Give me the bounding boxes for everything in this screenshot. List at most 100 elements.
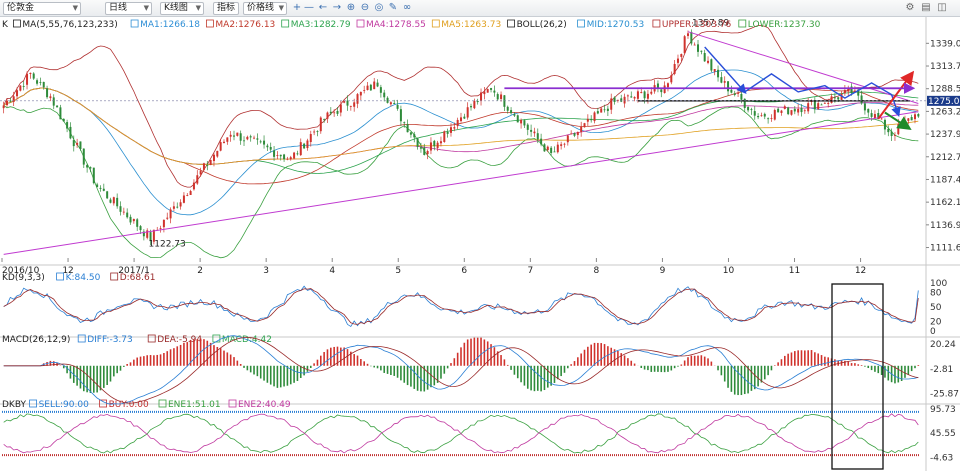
candle-body — [219, 142, 222, 151]
candle-body — [566, 135, 569, 143]
symbol-label: 伦敦金 — [7, 3, 35, 13]
legend-label: BOLL(26,2) — [517, 20, 567, 30]
crosshair-icon[interactable]: + — [292, 2, 302, 13]
candle-body — [850, 86, 853, 94]
candle-body — [182, 195, 185, 203]
x-tick-label: 2 — [197, 266, 203, 276]
candle-body — [823, 102, 826, 104]
candle-body — [827, 102, 830, 104]
arrow-left-icon[interactable]: ← — [318, 2, 328, 13]
candle-body — [626, 95, 629, 97]
candle-body — [303, 143, 306, 149]
candle-body — [683, 36, 686, 54]
chart-style-select[interactable]: K线图 ▼ — [160, 2, 204, 15]
candle-body — [363, 90, 366, 91]
indicator-label: 指标 — [217, 3, 236, 13]
candle-body — [109, 199, 112, 203]
candle-body — [129, 216, 132, 223]
candle-body — [616, 99, 619, 101]
candle-body — [393, 103, 396, 105]
zoom-reset-icon[interactable]: ◎ — [374, 2, 384, 13]
chevron-down-icon: ▼ — [278, 4, 284, 12]
ma2-line — [3, 87, 919, 185]
candle-body — [733, 93, 736, 96]
candle-body — [470, 106, 473, 108]
candle-body — [710, 59, 713, 71]
settings-icon[interactable]: ⚙ — [905, 2, 915, 13]
candle-body — [473, 100, 476, 109]
candle-body — [496, 94, 499, 100]
candle-body — [389, 102, 392, 105]
legend-label: MA5:1263.73 — [441, 20, 501, 30]
candle-body — [837, 97, 840, 100]
dash-icon[interactable]: — — [304, 2, 314, 13]
candle-body — [369, 84, 372, 91]
candle-body — [289, 157, 292, 160]
candle-body — [660, 89, 663, 93]
x-tick-label: 3 — [263, 266, 269, 276]
candle-body — [413, 134, 416, 138]
dkby-y-tick: 95.73 — [930, 405, 956, 415]
candle-body — [580, 126, 583, 133]
candle-body — [466, 107, 469, 118]
candle-body — [76, 142, 79, 145]
stock-chart[interactable]: 1339.06 1313.78 1288.51 1263.25 1237.98 1212.… — [0, 17, 960, 471]
candle-body — [640, 92, 643, 94]
candle-body — [463, 116, 466, 119]
candle-body — [630, 96, 633, 98]
candle-body — [39, 81, 42, 83]
legend-swatch — [56, 272, 64, 281]
candle-body — [229, 134, 232, 137]
candle-body — [446, 132, 449, 134]
boll-mid-line — [3, 69, 919, 216]
candle-body — [326, 112, 329, 119]
candle-body — [767, 118, 770, 120]
candle-body — [797, 108, 800, 113]
candle-body — [299, 142, 302, 156]
legend-label: MA2:1276.13 — [215, 20, 275, 30]
symbol-select[interactable]: 伦敦金 ▼ — [3, 2, 81, 15]
candle-body — [780, 110, 783, 113]
arrow-right-icon[interactable]: → — [332, 2, 342, 13]
candle-body — [149, 232, 152, 242]
candle-body — [686, 33, 689, 36]
candle-body — [119, 206, 122, 212]
candle-body — [116, 197, 119, 207]
candle-body — [309, 134, 312, 143]
candle-body — [202, 163, 205, 170]
candle-body — [72, 140, 75, 147]
candle-body — [169, 209, 172, 219]
candle-body — [843, 90, 846, 94]
zoom-out-icon[interactable]: ⊖ — [360, 2, 370, 13]
chevron-down-icon: ▼ — [195, 4, 201, 12]
x-tick-label: 10 — [723, 266, 735, 276]
candle-body — [636, 91, 639, 99]
link-icon[interactable]: ∞ — [402, 2, 412, 13]
kd-k-line — [3, 285, 919, 328]
dock-icon[interactable]: ◫ — [937, 2, 947, 13]
chart-area[interactable]: 1339.06 1313.78 1288.51 1263.25 1237.98 1212.… — [0, 17, 960, 471]
candle-body — [453, 127, 456, 129]
indicator-select[interactable]: 指标 — [213, 2, 239, 15]
legend-swatch — [12, 19, 21, 28]
candle-body — [813, 100, 816, 110]
macd-y-tick: -2.81 — [930, 365, 953, 375]
candle-body — [346, 100, 349, 106]
pencil-icon[interactable]: ✎ — [388, 2, 398, 13]
legend-label: DEA:-5.94 — [157, 335, 202, 345]
candle-body — [600, 108, 603, 113]
candle-body — [483, 91, 486, 95]
candle-body — [513, 114, 516, 116]
legend-swatch — [77, 334, 86, 343]
candle-body — [743, 98, 746, 109]
macd-y-tick: 20.24 — [930, 340, 956, 350]
legend-swatch — [29, 399, 38, 408]
price-line-select[interactable]: 价格线 ▼ — [243, 2, 287, 15]
candle-body — [790, 110, 793, 115]
candle-body — [670, 75, 673, 83]
candle-body — [236, 132, 239, 136]
period-select[interactable]: 日线 ▼ — [105, 2, 152, 15]
zoom-in-icon[interactable]: ⊕ — [346, 2, 356, 13]
expand-icon[interactable]: ▤ — [921, 2, 931, 13]
candle-body — [132, 219, 135, 222]
